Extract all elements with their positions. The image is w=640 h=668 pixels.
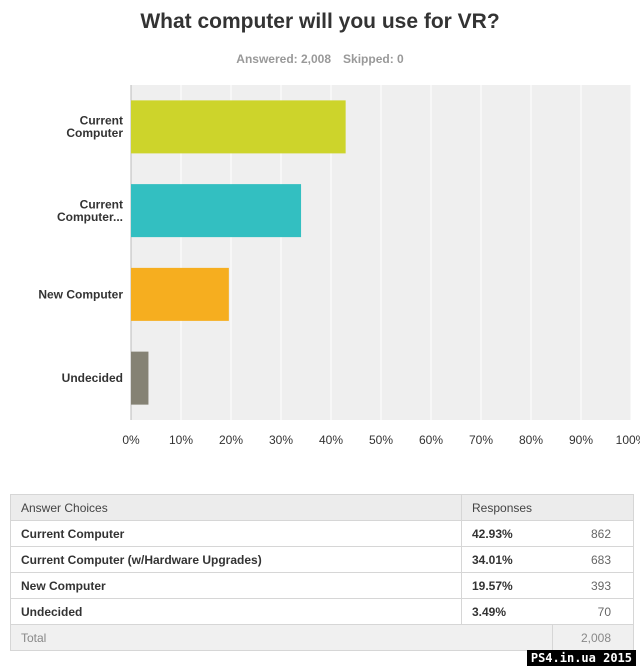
total-value: 2,008 xyxy=(552,624,634,651)
answered-count: Answered: 2,008 xyxy=(236,52,332,66)
row-choice: Current Computer (w/Hardware Upgrades) xyxy=(10,546,462,573)
x-tick-label: 50% xyxy=(369,433,393,447)
x-tick-label: 100% xyxy=(616,433,640,447)
table-row: Undecided 3.49% 70 xyxy=(10,598,634,625)
bar xyxy=(131,184,302,238)
x-tick-label: 0% xyxy=(122,433,140,447)
table-row: Current Computer (w/Hardware Upgrades) 3… xyxy=(10,546,634,573)
row-percent: 19.57% xyxy=(461,572,552,599)
x-tick-label: 40% xyxy=(319,433,343,447)
x-tick-label: 80% xyxy=(519,433,543,447)
responses-table: Answer Choices Responses Current Compute… xyxy=(10,494,634,651)
x-tick-label: 30% xyxy=(269,433,293,447)
row-percent: 3.49% xyxy=(461,598,552,625)
x-tick-label: 60% xyxy=(419,433,443,447)
row-count: 393 xyxy=(552,572,634,599)
x-tick-label: 10% xyxy=(169,433,193,447)
bar xyxy=(131,267,229,321)
category-label: Current Computer xyxy=(66,114,123,141)
response-meta: Answered: 2,008 Skipped: 0 xyxy=(0,52,640,66)
bar-chart: 0% 10% 20% 30% 40% 50% 60% 70% 80% 90% 100% Current… xyxy=(38,85,640,447)
row-choice: New Computer xyxy=(10,572,462,599)
category-label-line: Current xyxy=(80,197,123,211)
category-label-line: Computer... xyxy=(57,210,123,224)
x-tick-label: 20% xyxy=(219,433,243,447)
x-tick-label: 70% xyxy=(469,433,493,447)
row-count: 70 xyxy=(552,598,634,625)
table-row: Current Computer 42.93% 862 xyxy=(10,520,634,547)
header-responses: Responses xyxy=(461,494,634,521)
bar xyxy=(131,351,149,405)
row-choice: Undecided xyxy=(10,598,462,625)
bar xyxy=(131,100,346,154)
skipped-count: Skipped: 0 xyxy=(343,52,404,66)
category-label: Undecided xyxy=(62,371,123,385)
category-label: New Computer xyxy=(38,287,123,301)
category-label-line: New Computer xyxy=(38,287,123,301)
category-label: Current Computer... xyxy=(57,197,123,224)
category-label-line: Current xyxy=(80,114,123,128)
category-label-line: Computer xyxy=(66,126,123,140)
total-label: Total xyxy=(10,624,553,651)
row-percent: 34.01% xyxy=(461,546,552,573)
row-percent: 42.93% xyxy=(461,520,552,547)
category-label-line: Undecided xyxy=(62,371,123,385)
row-count: 683 xyxy=(552,546,634,573)
row-choice: Current Computer xyxy=(10,520,462,547)
table-total-row: Total 2,008 xyxy=(10,624,634,651)
watermark: PS4.in.ua 2015 xyxy=(526,650,636,666)
table-row: New Computer 19.57% 393 xyxy=(10,572,634,599)
header-answer-choices: Answer Choices xyxy=(10,494,462,521)
table-header-row: Answer Choices Responses xyxy=(10,494,634,521)
x-tick-label: 90% xyxy=(569,433,593,447)
chart-title: What computer will you use for VR? xyxy=(140,10,500,33)
row-count: 862 xyxy=(552,520,634,547)
